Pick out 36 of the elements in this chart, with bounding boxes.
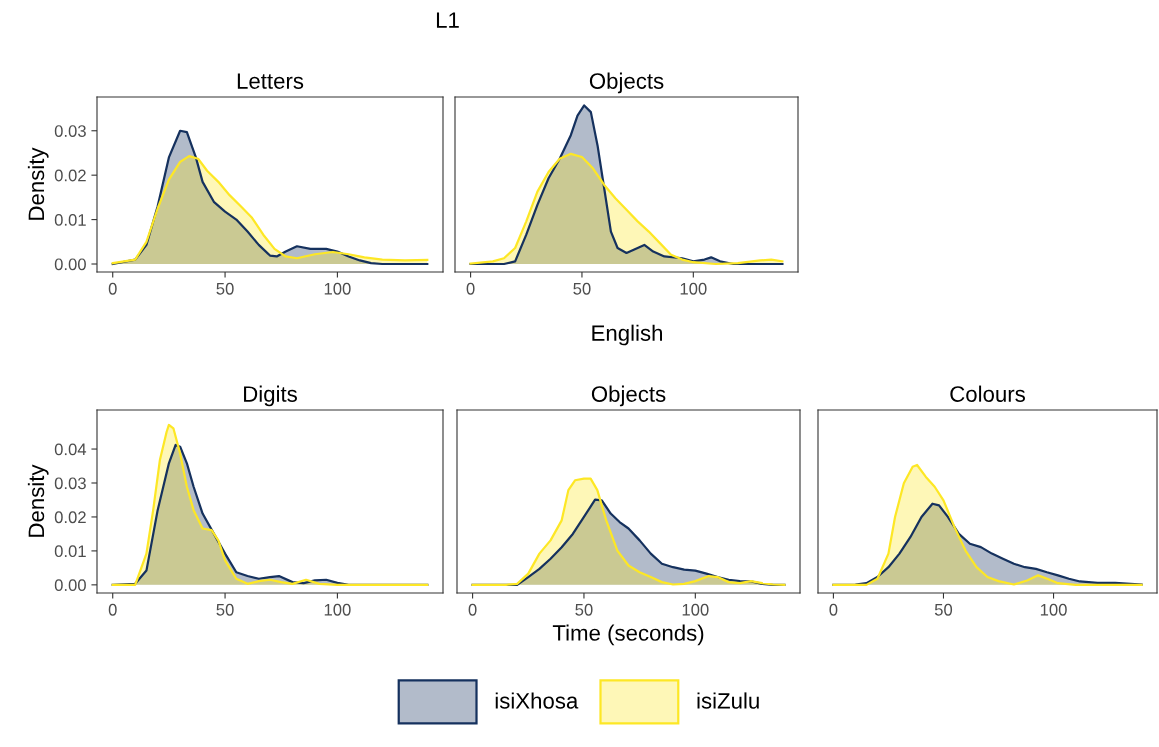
y-tick-label: 0.03 (54, 125, 86, 137)
y-tick-label: 0.00 (54, 258, 86, 271)
chart-title: Objects (589, 72, 664, 94)
x-tick-label: 0 (466, 282, 475, 295)
x-tick-label: 50 (216, 282, 234, 295)
chart-title: Objects (591, 385, 666, 407)
y-tick-label: 0.02 (54, 169, 86, 182)
y-tick-label: 0.03 (54, 477, 86, 490)
y-tick-label: 0.01 (54, 213, 86, 226)
y-tick-label: 0.04 (54, 443, 87, 456)
y-axis-title: Density (27, 147, 49, 220)
y-axis-title: Density (27, 464, 49, 537)
x-tick-label: 50 (575, 603, 593, 616)
x-axis-title: Time (seconds) (552, 624, 704, 646)
x-tick-label: 0 (468, 603, 477, 616)
x-tick-label: 0 (829, 603, 838, 616)
y-tick-label: 0.02 (54, 511, 86, 524)
x-tick-label: 100 (324, 603, 351, 616)
x-tick-label: 50 (934, 603, 953, 616)
legend-label: isiXhosa (495, 692, 579, 709)
y-tick-label: 0.00 (54, 579, 86, 592)
x-tick-label: 100 (324, 282, 351, 295)
legend-label: isiZulu (697, 692, 759, 709)
x-tick-label: 50 (573, 282, 591, 295)
x-tick-label: 100 (680, 282, 707, 295)
x-tick-label: 100 (682, 603, 709, 616)
chart-title: Digits (244, 385, 297, 407)
x-tick-label: 100 (1040, 603, 1067, 616)
text: L1 (436, 12, 459, 28)
x-tick-label: 0 (108, 282, 117, 295)
chart-title: Colours (950, 385, 1025, 402)
chart-title: Letters (237, 73, 304, 89)
text: English (592, 324, 662, 346)
y-tick-label: 0.01 (54, 545, 86, 558)
x-tick-label: 0 (108, 603, 117, 616)
x-tick-label: 50 (216, 603, 234, 616)
